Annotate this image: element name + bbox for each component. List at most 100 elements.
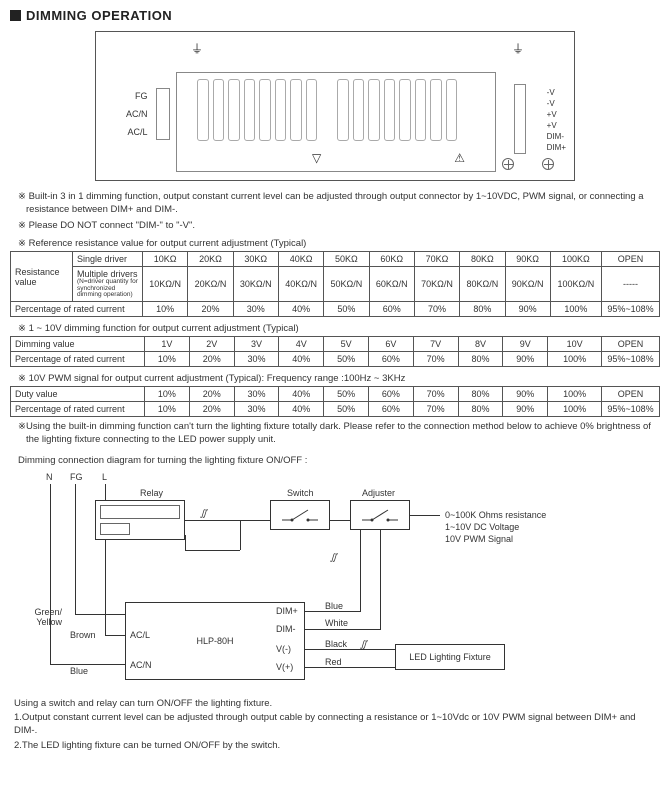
wire (240, 520, 270, 521)
duty-value-label: Duty value (11, 386, 145, 401)
label-black: Black (325, 639, 347, 649)
pcb-diagram: ⏚ ⏚ FG AC/N AC/L ▽ ⚠ -V -V +V +V DIM- DI… (95, 31, 575, 181)
screw-icon (502, 158, 514, 170)
terminal-dimp: DIM+ (547, 142, 566, 153)
wire (185, 550, 240, 551)
wire (305, 611, 360, 612)
dc-connector-icon (514, 84, 526, 154)
wire (380, 530, 381, 630)
label-acl: AC/L (130, 630, 150, 640)
adjuster-title: Adjuster (362, 488, 395, 498)
adjuster-box (350, 500, 410, 530)
vent-grille (197, 79, 317, 141)
screw-icon (542, 158, 554, 170)
footer-note-1: Using a switch and relay can turn ON/OFF… (14, 698, 660, 711)
wire (105, 540, 106, 635)
wire (360, 530, 361, 612)
vent-grille (337, 79, 457, 141)
ground-icon: ⏚ (191, 40, 203, 57)
label-dimp: DIM+ (276, 606, 298, 616)
wire (330, 520, 350, 521)
label-acn: AC/N (130, 660, 152, 670)
table-row: Percentage of rated current 10%20%30%40%… (11, 401, 660, 416)
note-builtin: ※ Built-in 3 in 1 dimming function, outp… (18, 191, 660, 217)
wire (185, 520, 240, 521)
note-pwm: ※ 10V PWM signal for output current adju… (18, 373, 660, 384)
terminal-vneg: -V (547, 87, 566, 98)
footer-note-2: 1.Output constant current level can be a… (14, 712, 660, 738)
warning-icon: ⚠ (454, 151, 465, 165)
terminal-vneg: -V (547, 98, 566, 109)
label-n: N (46, 472, 53, 482)
wire (305, 667, 395, 668)
dimming-voltage-table: Dimming value 1V2V3V4V5V6V7V8V9V10VOPEN … (10, 336, 660, 367)
title-text: DIMMING OPERATION (26, 8, 172, 23)
wire (50, 664, 125, 665)
label-blue-l: Blue (70, 666, 88, 676)
label-dimm: DIM- (276, 624, 296, 634)
adj-note-2: 1~10V DC Voltage (445, 522, 519, 532)
table-row: Percentage of rated current 10%20%30%40%… (11, 301, 660, 316)
wire (50, 484, 51, 664)
warning-icon: ▽ (312, 151, 321, 165)
terminal-acn: AC/N (126, 105, 148, 123)
label-red: Red (325, 657, 342, 667)
ground-icon: ⏚ (512, 40, 524, 57)
note-not-dark: ※Using the built-in dimming function can… (18, 421, 660, 447)
label-blue-r: Blue (325, 601, 343, 611)
single-driver-label: Single driver (73, 252, 143, 267)
switch-icon (280, 506, 320, 524)
wire (75, 614, 125, 615)
terminal-dimm: DIM- (547, 131, 566, 142)
adj-note-3: 10V PWM Signal (445, 534, 513, 544)
break-icon: ∬ (200, 508, 207, 519)
table-row: Percentage of rated current 10%20%30%40%… (11, 351, 660, 366)
relay-title: Relay (140, 488, 163, 498)
wire (305, 629, 380, 630)
note-ref-resistance: ※ Reference resistance value for output … (18, 238, 660, 249)
enclosure: ▽ ⚠ (176, 72, 496, 172)
relay-box (95, 500, 185, 540)
wire (240, 520, 241, 550)
switch-box (270, 500, 330, 530)
multi-driver-label: Multiple drivers (N=driver quantity for … (73, 267, 143, 302)
dim-value-label: Dimming value (11, 336, 145, 351)
switch-title: Switch (287, 488, 314, 498)
adj-note-1: 0~100K Ohms resistance (445, 510, 546, 520)
terminal-acl: AC/L (126, 123, 148, 141)
terminal-vpos: +V (547, 120, 566, 131)
terminal-fg: FG (126, 87, 148, 105)
table-row: Dimming value 1V2V3V4V5V6V7V8V9V10VOPEN (11, 336, 660, 351)
label-l: L (102, 472, 107, 482)
table-row: Multiple drivers (N=driver quantity for … (11, 267, 660, 302)
wire (75, 484, 76, 614)
adjuster-icon (360, 506, 400, 524)
resistance-table: Resistance value Single driver 10KΩ20KΩ3… (10, 251, 660, 317)
pwm-duty-table: Duty value 10%20%30%40%50%60%70%80%90%10… (10, 386, 660, 417)
label-vplus: V(+) (276, 662, 293, 672)
ac-connector-icon (156, 88, 170, 140)
note-donot: ※ Please DO NOT connect "DIM-" to "-V". (18, 220, 660, 233)
led-fixture-label: LED Lighting Fixture (409, 652, 491, 662)
label-brown: Brown (70, 630, 96, 640)
footer-note-3: 2.The LED lighting fixture can be turned… (14, 740, 660, 753)
conn-diagram-title: Dimming connection diagram for turning t… (18, 455, 660, 466)
hlp-model: HLP-80H (196, 636, 233, 646)
terminal-vpos: +V (547, 109, 566, 120)
table-row: Resistance value Single driver 10KΩ20KΩ3… (11, 252, 660, 267)
label-green: Green/Yellow (22, 607, 62, 627)
rv-header: Resistance value (11, 252, 73, 302)
pct-label: Percentage of rated current (11, 301, 143, 316)
led-fixture-box: LED Lighting Fixture (395, 644, 505, 670)
wire (185, 535, 186, 550)
wire (105, 635, 125, 636)
pct-label: Percentage of rated current (11, 401, 145, 416)
wire (305, 649, 395, 650)
wire (410, 515, 440, 516)
note-1-10v: ※ 1 ~ 10V dimming function for output cu… (18, 323, 660, 334)
dc-terminals: -V -V +V +V DIM- DIM+ (547, 87, 566, 153)
ac-terminals: FG AC/N AC/L (126, 87, 148, 141)
label-vminus: V(-) (276, 644, 291, 654)
connection-diagram: N FG L Relay ∬ Switch Adjuster 0~100K Oh… (40, 472, 600, 692)
pct-label: Percentage of rated current (11, 351, 145, 366)
